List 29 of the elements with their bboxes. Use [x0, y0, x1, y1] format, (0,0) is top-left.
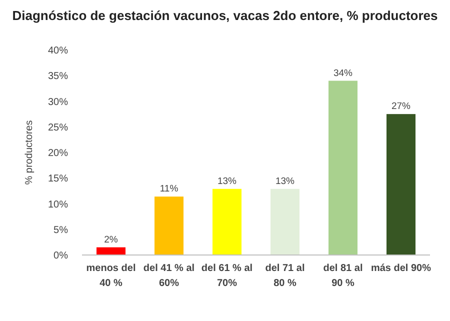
x-tick-label: del 71 al 80 % — [265, 263, 305, 289]
y-tick-label: 40% — [48, 46, 68, 56]
bar — [328, 80, 358, 255]
y-tick-label: 35% — [48, 71, 68, 82]
y-tick-label: 30% — [48, 96, 68, 108]
x-tick-label: más del 90% — [370, 263, 432, 274]
bar — [96, 247, 126, 255]
y-tick-label: 10% — [48, 199, 68, 210]
data-label: 13% — [217, 176, 238, 187]
x-tick-label: del 61 % al 70% — [201, 263, 253, 289]
bar — [154, 196, 184, 255]
bar — [212, 188, 242, 255]
y-tick-label: 25% — [48, 122, 68, 134]
y-tick-label: 20% — [48, 148, 68, 159]
data-label: 13% — [275, 176, 296, 187]
x-tick-label: del 41 % al 60% — [143, 263, 195, 289]
y-axis-title: % productores — [24, 120, 35, 185]
data-label: 34% — [333, 68, 354, 79]
bar — [270, 188, 300, 255]
bar — [386, 114, 416, 255]
y-tick-label: 0% — [54, 250, 68, 262]
data-label: 27% — [391, 101, 412, 112]
data-label: 11% — [160, 184, 179, 195]
chart-title: Diagnóstico de gestación vacunos, vacas 2do entore, % productores — [12, 8, 438, 23]
y-tick-label: 15% — [48, 174, 68, 185]
x-tick-label: del 81 al 90 % — [323, 263, 363, 289]
x-tick-label: menos del 40 % — [86, 263, 136, 289]
data-label: 2% — [104, 234, 118, 246]
y-tick-label: 5% — [54, 224, 68, 236]
